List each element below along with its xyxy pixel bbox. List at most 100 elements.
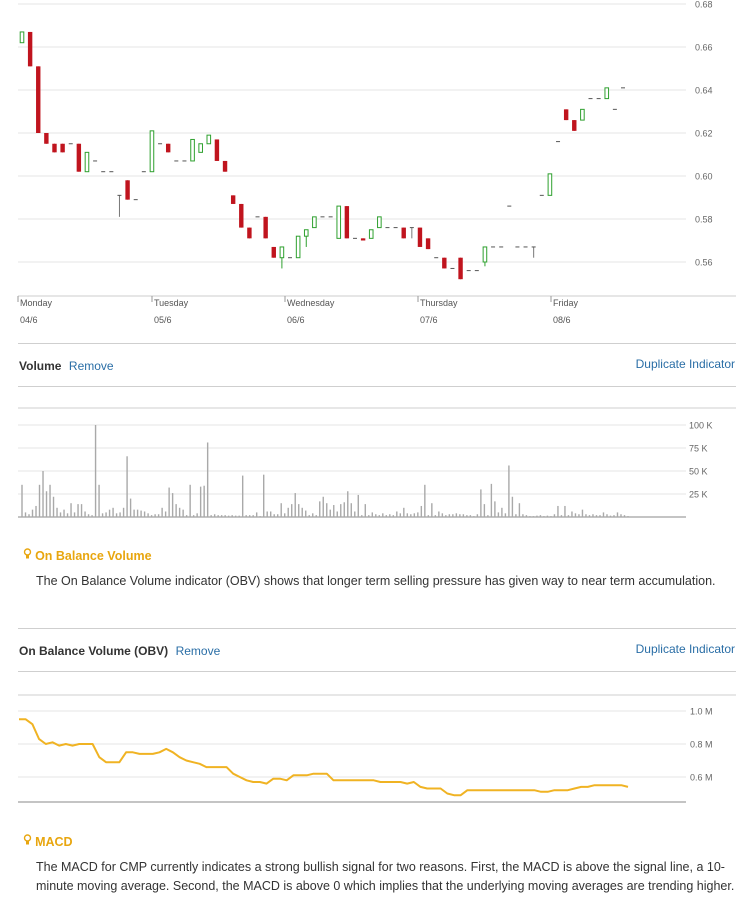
volume-bar — [574, 513, 577, 517]
obv-remove-link[interactable]: Remove — [175, 644, 221, 658]
volume-bar — [609, 515, 612, 517]
volume-bar — [24, 512, 27, 517]
volume-bar — [213, 514, 216, 517]
volume-bar — [504, 513, 507, 517]
y-tick-label: 0.66 — [695, 43, 713, 53]
volume-bar — [466, 515, 468, 517]
candle — [442, 257, 447, 269]
volume-bar — [623, 515, 626, 517]
volume-bar — [441, 513, 444, 517]
volume-bar — [501, 507, 503, 517]
volume-bar — [108, 509, 111, 517]
candle — [344, 206, 350, 239]
macd-insight-text: The MACD for CMP currently indicates a s… — [36, 860, 735, 893]
volume-bar — [262, 474, 265, 517]
volume-remove-link[interactable]: Remove — [68, 359, 114, 373]
volume-title: Volume — [19, 359, 62, 373]
volume-bar — [606, 514, 608, 517]
volume-bar — [550, 516, 552, 517]
volume-bar — [511, 496, 514, 517]
volume-bar — [147, 513, 149, 517]
volume-bar — [602, 512, 605, 517]
volume-bar — [227, 515, 230, 517]
volume-bar — [28, 514, 30, 517]
lightbulb-icon — [23, 548, 35, 563]
y-tick-label: 25 K — [689, 490, 708, 500]
volume-bar — [59, 512, 62, 517]
candle — [190, 138, 195, 162]
volume-bar — [259, 516, 261, 517]
volume-bar — [252, 515, 254, 517]
candle — [377, 216, 382, 229]
volume-bar — [133, 509, 135, 517]
volume-bar — [424, 484, 426, 517]
volume-bar — [396, 511, 398, 517]
volume-bar — [438, 511, 440, 517]
volume-bar — [70, 503, 72, 517]
volume-bar — [185, 515, 188, 517]
candle — [19, 31, 25, 44]
volume-bar — [336, 511, 338, 517]
volume-bar — [245, 515, 247, 517]
candle — [425, 238, 431, 250]
obv-header: On Balance Volume (OBV) Remove — [19, 642, 220, 660]
volume-bar — [410, 514, 412, 517]
volume-bar — [406, 513, 409, 517]
y-tick-label: 50 K — [689, 467, 708, 477]
volume-bar — [305, 510, 307, 517]
volume-bar — [301, 507, 303, 517]
candle — [247, 227, 252, 239]
y-tick-label: 0.62 — [695, 129, 713, 139]
volume-bar — [557, 505, 559, 517]
volume-bar — [371, 512, 373, 517]
volume-bar — [175, 504, 177, 517]
volume-bar — [220, 515, 223, 517]
y-tick-label: 0.58 — [695, 215, 713, 225]
svg-text:04/6: 04/6 — [20, 315, 38, 325]
volume-bar — [399, 513, 402, 517]
volume-bar — [129, 498, 132, 517]
candle — [165, 143, 171, 153]
volume-bar — [171, 493, 174, 517]
volume-bar — [599, 515, 601, 517]
volume-bar — [66, 513, 69, 517]
volume-bar — [560, 515, 563, 517]
volume-bar — [357, 494, 359, 517]
volume-bar — [94, 425, 97, 517]
y-tick-label: 0.6 M — [690, 773, 713, 783]
volume-bar — [427, 515, 430, 517]
volume-bar — [515, 514, 517, 517]
y-tick-label: 0.56 — [695, 258, 713, 268]
volume-bar — [522, 514, 524, 517]
candle — [531, 246, 536, 258]
y-tick-label: 1.0 M — [690, 707, 713, 717]
volume-bar — [192, 515, 195, 517]
svg-text:07/6: 07/6 — [420, 315, 438, 325]
volume-bar — [105, 512, 107, 517]
price-chart: 0.68 0.66 0.64 0.62 0.60 0.58 0.56 Monday 04/6 T… — [17, 0, 736, 325]
volume-bar — [480, 489, 482, 517]
volume-bar — [80, 504, 83, 517]
volume-duplicate-indicator-link[interactable]: Duplicate Indicator — [635, 357, 735, 371]
volume-bar — [571, 511, 573, 517]
volume-bar — [525, 515, 528, 517]
volume-bar — [115, 513, 118, 517]
volume-bar — [56, 507, 58, 517]
obv-insight: On Balance Volume — [23, 547, 152, 565]
obv-chart: 1.0 M 0.8 M 0.6 M — [18, 694, 736, 803]
volume-bar — [585, 514, 587, 517]
volume-bar — [368, 515, 370, 517]
x-axis-label: Thursday 07/6 — [417, 296, 458, 325]
volume-bar — [122, 507, 125, 517]
volume-bar — [469, 515, 472, 517]
volume-bar — [588, 515, 591, 517]
candle — [84, 151, 90, 173]
volume-bar — [77, 504, 79, 517]
volume-bar — [536, 515, 538, 517]
volume-bar — [98, 484, 100, 517]
candle — [36, 66, 41, 133]
candle — [312, 216, 317, 229]
volume-bar — [234, 515, 237, 517]
volume-bar — [354, 511, 356, 517]
obv-duplicate-indicator-link[interactable]: Duplicate Indicator — [635, 642, 735, 656]
